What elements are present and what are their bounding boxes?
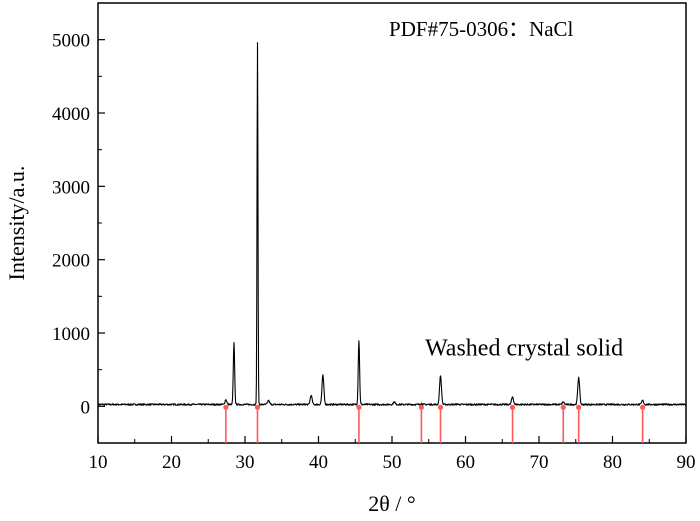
reference-marker	[254, 404, 261, 410]
plot-layer: 10 20 30 40 50 60 70 80 90 0 1000 2000 3000 4000 5000	[52, 2, 696, 473]
reference-marker	[640, 404, 646, 410]
x-tick-label: 70	[530, 452, 549, 473]
reference-marker	[576, 404, 582, 410]
y-tick-label: 2000	[52, 251, 90, 272]
reference-marker	[418, 404, 424, 410]
y-axis-title: Intensity/a.u.	[4, 166, 29, 281]
y-tick-label: 0	[81, 397, 91, 418]
plot-frame	[97, 2, 687, 444]
reference-marker	[437, 404, 444, 410]
reference-marker	[509, 404, 516, 410]
y-tick-label: 4000	[52, 104, 90, 125]
x-tick-label: 40	[309, 452, 328, 473]
reference-marker	[560, 404, 566, 410]
reference-card-annotation: PDF#75-0306：NaCl	[389, 17, 574, 41]
x-axis-title: 2θ / °	[368, 491, 415, 516]
reference-marker	[356, 404, 362, 410]
sample-annotation: Washed crystal solid	[425, 336, 623, 362]
x-tick-label: 90	[677, 452, 696, 473]
x-tick-label: 20	[162, 452, 181, 473]
y-tick-label: 3000	[52, 177, 90, 198]
x-tick-label: 10	[89, 452, 108, 473]
x-tick-label: 30	[236, 452, 255, 473]
xrd-pattern-line	[97, 42, 687, 406]
x-tick-label: 60	[456, 452, 475, 473]
y-tick-label: 1000	[52, 324, 90, 345]
x-tick-label: 80	[603, 452, 622, 473]
reference-marker	[223, 404, 229, 410]
y-tick-label: 5000	[52, 31, 90, 52]
x-tick-label: 50	[383, 452, 402, 473]
